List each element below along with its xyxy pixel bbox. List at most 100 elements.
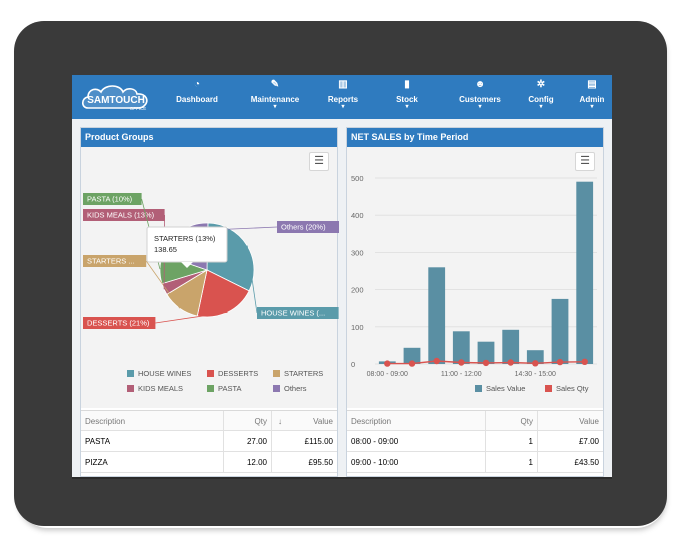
pie-label-desserts: DESSERTS (21%): [87, 319, 150, 328]
legend-item-sales-qty[interactable]: Sales Qty: [545, 384, 589, 393]
legend-label: Sales Qty: [556, 384, 589, 393]
cell-qty: 27.00: [246, 437, 267, 446]
bar-sales-value[interactable]: [502, 329, 520, 364]
table-row[interactable]: 09:00 - 10:00 1 £43.50: [347, 452, 603, 473]
nav-customers[interactable]: ☻ Customers ▾: [452, 79, 508, 117]
nav-reports[interactable]: ▥ Reports ▾: [319, 79, 367, 117]
point-sales-qty[interactable]: [384, 360, 391, 367]
bar-sales-value[interactable]: [576, 181, 594, 364]
net-sales-panel: NET SALES by Time Period ☰ 0 100 200 300 400…: [346, 127, 604, 477]
nav-config[interactable]: ✲ Config ▾: [520, 79, 562, 117]
chevron-down-icon: ▾: [273, 104, 277, 110]
cell-qty: 1: [528, 437, 533, 446]
pie-label-box-house-wines: [257, 307, 339, 319]
nav-stock[interactable]: ▮ Stock ▾: [387, 79, 427, 117]
chevron-down-icon: ▾: [590, 104, 594, 110]
nav-maintenance[interactable]: ✎ Maintenance ▾: [242, 79, 308, 117]
legend-item-others[interactable]: Others: [273, 384, 307, 393]
legend-swatch: [207, 370, 214, 377]
bar-sales-value[interactable]: [551, 298, 569, 364]
cell-value: £115.00: [304, 437, 333, 446]
point-sales-qty[interactable]: [507, 359, 514, 366]
legend-item-starters[interactable]: STARTERS: [273, 369, 323, 378]
y-tick-label: 200: [351, 286, 364, 295]
col-value-header[interactable]: Value: [313, 417, 333, 426]
legend-label: PASTA: [218, 384, 241, 393]
cell-description: PASTA: [85, 437, 111, 446]
legend-item-desserts[interactable]: DESSERTS: [207, 369, 258, 378]
chart-tooltip: STARTERS (13%) 138.65: [146, 226, 228, 268]
briefcase-icon: ▤: [587, 79, 597, 90]
col-qty-header[interactable]: Qty: [520, 417, 533, 426]
chevron-down-icon: ▾: [405, 104, 409, 110]
table-row[interactable]: PIZZA 12.00 £95.50: [81, 452, 337, 473]
y-tick-label: 300: [351, 248, 364, 257]
point-sales-qty[interactable]: [482, 359, 490, 367]
legend-swatch: [273, 370, 280, 377]
tooltip-value: 138.65: [154, 245, 177, 254]
point-sales-qty[interactable]: [581, 358, 588, 365]
legend-item-pasta[interactable]: PASTA: [207, 384, 241, 393]
product-groups-panel: Product Groups ☰ HOUSE WINES (... DESSERT…: [80, 127, 341, 477]
nav-label: Dashboard: [176, 95, 218, 104]
gear-icon: ✲: [536, 79, 546, 90]
product-groups-chart-area: ☰ HOUSE WINES (... DESSERTS (21%) STARTERS…: [81, 147, 341, 408]
table-row[interactable]: PASTA 27.00 £115.00: [81, 431, 337, 452]
bar-chart-icon: ▥: [338, 79, 348, 90]
cell-description: 09:00 - 10:00: [351, 458, 399, 467]
point-sales-qty[interactable]: [532, 360, 539, 367]
bar-sales-value[interactable]: [403, 347, 421, 364]
truck-icon: ▮: [404, 79, 410, 90]
pie-label-box-desserts: [83, 317, 156, 329]
pie-label-others: Others (20%): [281, 223, 326, 232]
bar-sales-value[interactable]: [526, 350, 544, 364]
table-row[interactable]: 08:00 - 09:00 1 £7.00: [347, 431, 603, 452]
cell-qty: 12.00: [246, 458, 267, 467]
bar-sales-value[interactable]: [452, 331, 470, 364]
legend-label: STARTERS: [284, 369, 323, 378]
point-sales-qty[interactable]: [433, 357, 440, 365]
legend-item-kids-meals[interactable]: KIDS MEALS: [127, 384, 183, 393]
legend-label: HOUSE WINES: [138, 369, 191, 378]
users-icon: ☻: [474, 79, 486, 90]
nav-admin[interactable]: ▤ Admin ▾: [572, 79, 612, 117]
pie-label-box-kids-meals: [83, 209, 165, 221]
table-header-row: Description Qty Value: [347, 410, 603, 431]
net-sales-title: NET SALES by Time Period: [347, 128, 603, 147]
pie-label-starters: STARTERS ...: [87, 257, 135, 266]
net-sales-bar-chart: 0 100 200 300 400 500 08:00 - 09:00 11:00 - 12…: [351, 174, 597, 393]
legend-swatch: [207, 385, 214, 392]
logo-subtext: OFFICE: [130, 106, 147, 111]
col-description-header[interactable]: Description: [351, 417, 392, 426]
point-sales-qty[interactable]: [408, 360, 416, 367]
nav-label: Customers: [459, 95, 501, 104]
product-groups-table: Description Qty ↓ Value PASTA 27.00 £115.0…: [81, 410, 337, 473]
nav-label: Admin: [579, 95, 605, 104]
col-description-header[interactable]: Description: [85, 417, 126, 426]
legend-item-house-wines[interactable]: HOUSE WINES: [127, 369, 191, 378]
col-qty-header[interactable]: Qty: [254, 417, 267, 426]
x-tick-label: 14:30 - 15:00: [515, 371, 556, 378]
nav-label: Reports: [327, 95, 359, 104]
point-sales-qty[interactable]: [458, 359, 465, 366]
logo-text: SAMTOUCH: [87, 95, 145, 106]
pie-label-box-pasta: [83, 193, 142, 205]
sort-desc-icon[interactable]: ↓: [278, 417, 282, 426]
point-sales-qty[interactable]: [556, 358, 564, 366]
legend-item-sales-value[interactable]: Sales Value: [475, 384, 525, 393]
legend-label: DESSERTS: [218, 369, 258, 378]
samtouch-logo[interactable]: SAMTOUCH OFFICE: [80, 81, 154, 113]
cell-value: £7.00: [578, 437, 599, 446]
nav-dashboard[interactable]: ◔ Dashboard: [167, 79, 227, 117]
net-sales-chart-area: ☰ 0 100 200 300 400 500 08:00 - 09:00 11:00 - …: [347, 147, 603, 408]
bar-sales-value[interactable]: [428, 267, 446, 364]
chart-menu-button[interactable]: ☰: [309, 152, 329, 171]
bar-sales-value[interactable]: [477, 341, 495, 364]
pie-label-kids-meals: KIDS MEALS (13%): [87, 211, 155, 220]
cell-value: £95.50: [308, 458, 333, 467]
col-value-header[interactable]: Value: [579, 417, 599, 426]
chart-menu-button[interactable]: ☰: [575, 152, 595, 171]
legend-swatch: [475, 385, 482, 392]
legend-swatch: [545, 385, 552, 392]
nav-label: Config: [528, 95, 554, 104]
